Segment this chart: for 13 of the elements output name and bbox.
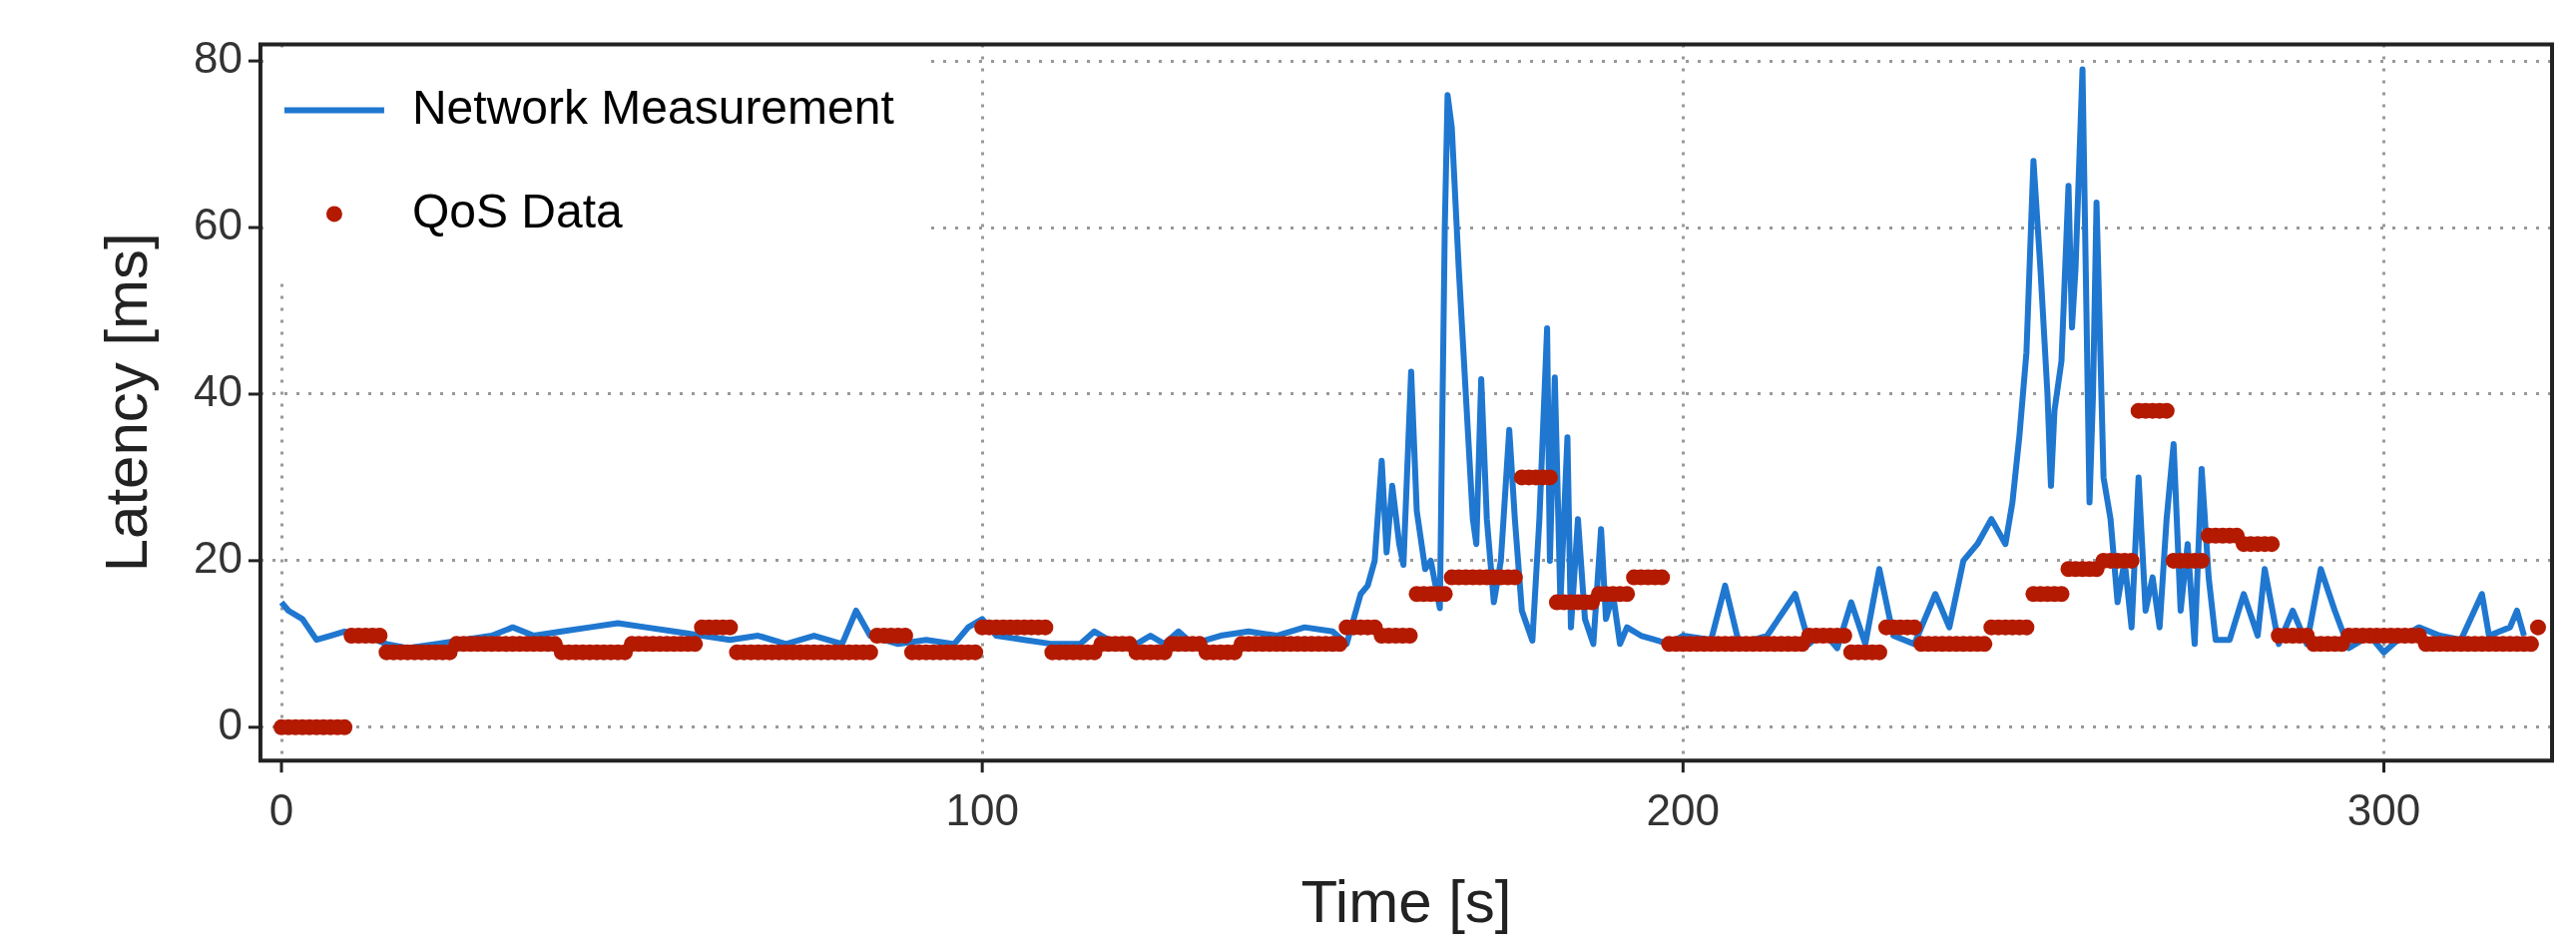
x-tick-label: 300	[2346, 784, 2421, 834]
y-tick-label: 40	[193, 366, 243, 416]
x-axis-title: Time [s]	[1300, 867, 1512, 935]
y-tick-label: 60	[193, 200, 243, 249]
y-axis-title: Latency [ms]	[92, 233, 160, 573]
x-tick-label: 0	[268, 784, 294, 834]
y-tick-label: 80	[193, 33, 243, 83]
y-tick-label: 20	[193, 533, 243, 583]
legend-label: QoS Data	[411, 184, 624, 237]
x-tick-label: 200	[1646, 784, 1721, 834]
x-tick-label: 100	[945, 784, 1019, 834]
y-tick-label: 0	[218, 699, 243, 748]
legend-label: Network Measurement	[411, 80, 894, 134]
